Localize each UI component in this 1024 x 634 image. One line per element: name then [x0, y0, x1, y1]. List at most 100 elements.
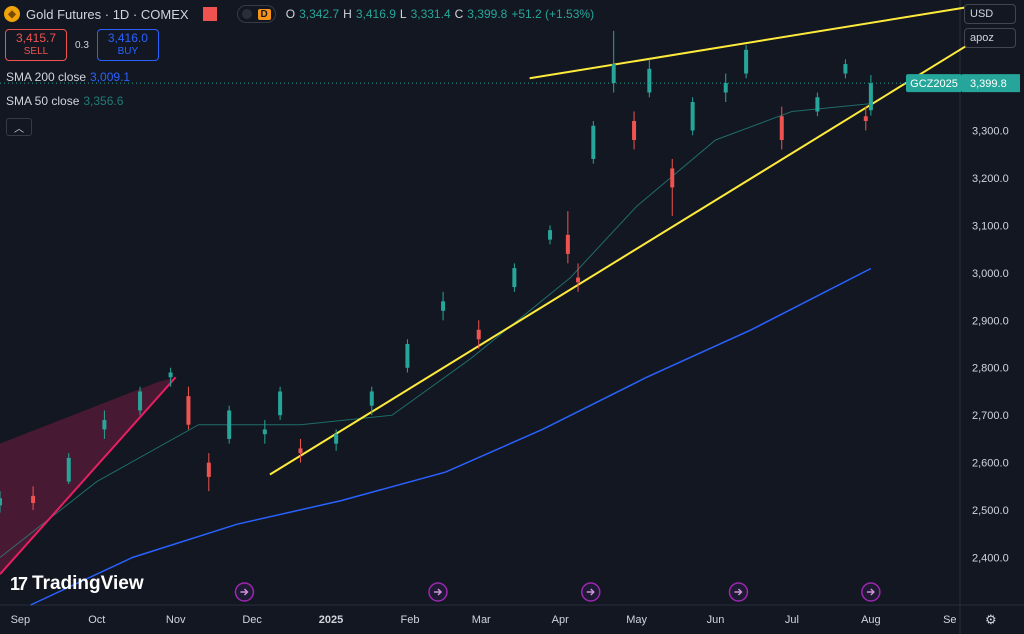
tradingview-logo[interactable]: 17 TradingView: [10, 573, 144, 595]
candle-body: [744, 49, 749, 74]
arrow-icon: [240, 588, 249, 596]
candle-body: [632, 121, 637, 140]
market-status-pill[interactable]: D: [236, 5, 276, 23]
candle-body: [206, 462, 211, 477]
candle-body: [863, 116, 868, 121]
time-tick-label: Apr: [552, 614, 569, 626]
candle-body: [31, 495, 36, 503]
candle-body: [723, 83, 728, 93]
change-value: +51.2 (+1.53%): [511, 7, 595, 21]
flag-icon[interactable]: [202, 7, 217, 21]
price-tick-label: 3,100.0: [972, 220, 1009, 232]
candle-body: [476, 329, 481, 340]
candle-body: [405, 344, 410, 368]
high-value: 3,416.9: [355, 7, 396, 21]
time-tick-label: Feb: [400, 614, 419, 626]
spread-value: 0.3: [75, 39, 89, 51]
time-tick-label: Aug: [861, 614, 881, 626]
gold-symbol-icon: ◆: [4, 6, 20, 22]
time-tick-label: May: [626, 614, 647, 626]
candle-body: [0, 498, 2, 506]
candle-body: [565, 234, 570, 254]
sma50-value: 3,356.6: [83, 94, 124, 108]
current-price-tag-bg: [962, 74, 1020, 93]
close-value: 3,399.8: [467, 7, 508, 21]
time-tick-label: Se: [943, 614, 956, 626]
candle-body: [548, 230, 553, 240]
price-tick-label: 2,400.0: [972, 553, 1009, 565]
chart-settings-icon[interactable]: ⚙: [985, 612, 997, 627]
candle-body: [186, 396, 191, 425]
candle-body: [868, 83, 873, 111]
sma-line: [30, 267, 872, 606]
arrow-icon: [734, 588, 743, 596]
candle-body: [779, 116, 784, 140]
price-tick-label: 2,900.0: [972, 315, 1009, 327]
arrow-icon: [866, 588, 875, 596]
tradingview-mark-icon: 17: [10, 573, 28, 594]
candle-body: [843, 64, 848, 74]
sma200-legend[interactable]: SMA 200 close 3,009.1: [6, 70, 130, 84]
sell-button[interactable]: 3,415.7 SELL: [5, 29, 67, 61]
low-value: 3,331.4: [410, 7, 451, 21]
price-tick-label: 2,800.0: [972, 363, 1009, 375]
sell-price: 3,415.7: [15, 31, 57, 45]
market-badge: D: [257, 8, 271, 20]
candle-body: [298, 448, 303, 454]
buy-button[interactable]: 3,416.0 BUY: [96, 29, 159, 61]
price-tick-label: 2,600.0: [972, 458, 1009, 470]
candle-body: [670, 168, 675, 188]
open-value: 3,342.7: [299, 7, 340, 21]
currency-label: USD: [970, 8, 994, 20]
arrow-icon: [433, 588, 443, 596]
close-key: C: [454, 7, 464, 21]
time-tick-label: Sep: [11, 614, 31, 626]
scale-mode-button[interactable]: apoz: [964, 28, 1016, 48]
chevron-up-icon: ︿: [14, 123, 24, 135]
sma200-value: 3,009.1: [90, 70, 131, 84]
time-tick-label: 2025: [319, 614, 343, 626]
candle-body: [611, 64, 616, 84]
candle-body: [576, 277, 581, 283]
trendline: [529, 6, 968, 80]
buy-price: 3,416.0: [107, 31, 148, 45]
symbol-tag-bg: [906, 74, 962, 93]
current-price-tag: 3,399.8: [970, 78, 1007, 90]
candle-body: [647, 68, 652, 93]
price-tick-label: 2,500.0: [972, 505, 1009, 517]
brand-name: TradingView: [32, 573, 144, 594]
candle-body: [168, 372, 173, 378]
candle-body: [262, 429, 267, 435]
time-tick-label: Nov: [166, 614, 186, 626]
time-tick-label: Oct: [88, 614, 105, 626]
time-tick-label: Dec: [242, 614, 262, 626]
price-tick-label: 2,700.0: [972, 410, 1009, 422]
candle-body: [278, 391, 283, 416]
low-key: L: [399, 7, 407, 21]
time-tick-label: Mar: [472, 614, 491, 626]
candle-body: [441, 301, 446, 311]
chart-header: ◆ Gold Futures · 1D · COMEX D O 3,342.7 H…: [4, 3, 594, 25]
candle-body: [369, 391, 374, 406]
candle-body: [227, 410, 232, 439]
time-tick-label: Jun: [707, 614, 725, 626]
ohlc-values: O 3,342.7 H 3,416.9 L 3,331.4 C 3,399.8 +51.…: [286, 7, 594, 21]
collapse-legend-button[interactable]: ︿: [6, 118, 32, 136]
candle-body: [102, 419, 107, 430]
sma50-legend[interactable]: SMA 50 close 3,356.6: [6, 94, 123, 108]
sma-line: [0, 103, 871, 558]
trendline: [0, 376, 177, 575]
price-tick-label: 3,200.0: [972, 173, 1009, 185]
open-key: O: [285, 7, 296, 21]
scale-mode-label: apoz: [970, 32, 994, 44]
candle-body: [512, 268, 517, 288]
currency-button[interactable]: USD: [964, 4, 1016, 24]
candle-body: [334, 434, 339, 444]
candle-body: [690, 102, 695, 131]
sma200-name: SMA 200 close: [6, 70, 87, 84]
market-closed-icon: [241, 9, 252, 19]
symbol-tag: GCZ2025: [910, 78, 958, 90]
symbol-title[interactable]: Gold Futures · 1D · COMEX: [26, 6, 189, 22]
high-key: H: [343, 7, 352, 21]
